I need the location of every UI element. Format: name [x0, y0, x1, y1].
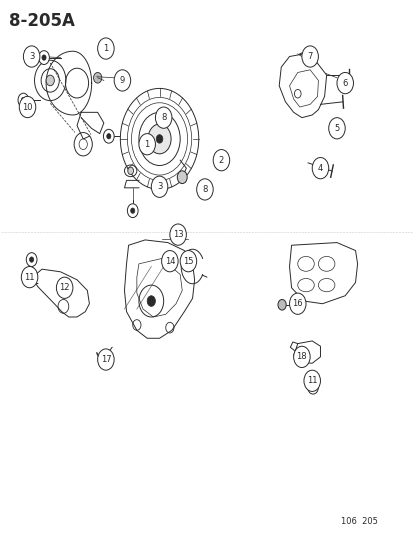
Text: 3: 3 [157, 182, 162, 191]
Text: 14: 14 [164, 257, 175, 265]
Circle shape [46, 75, 54, 86]
Circle shape [21, 98, 25, 103]
Circle shape [155, 107, 171, 128]
Text: 106  205: 106 205 [340, 517, 377, 526]
Text: 18: 18 [296, 352, 306, 361]
Circle shape [103, 130, 114, 143]
Circle shape [151, 176, 167, 197]
Circle shape [19, 96, 36, 118]
Circle shape [310, 384, 314, 390]
Text: 10: 10 [22, 102, 33, 111]
Circle shape [289, 293, 305, 314]
Circle shape [169, 224, 186, 245]
Circle shape [97, 349, 114, 370]
Text: 2: 2 [218, 156, 223, 165]
Text: 13: 13 [172, 230, 183, 239]
Circle shape [93, 72, 102, 83]
Text: 5: 5 [334, 124, 339, 133]
Circle shape [147, 124, 171, 154]
Text: 7: 7 [307, 52, 312, 61]
Circle shape [114, 70, 131, 91]
Text: 4: 4 [317, 164, 322, 173]
Text: 8: 8 [202, 185, 207, 194]
Circle shape [131, 208, 135, 213]
Circle shape [26, 253, 37, 266]
Circle shape [293, 346, 309, 368]
Text: 6: 6 [342, 78, 347, 87]
Text: 1: 1 [144, 140, 150, 149]
Circle shape [177, 171, 187, 183]
Text: 17: 17 [100, 355, 111, 364]
Circle shape [213, 150, 229, 171]
Circle shape [307, 380, 318, 394]
Circle shape [18, 93, 28, 107]
Circle shape [301, 46, 318, 67]
Circle shape [42, 55, 46, 60]
Circle shape [311, 158, 328, 179]
Circle shape [38, 51, 49, 64]
Circle shape [107, 134, 111, 139]
Text: 16: 16 [292, 299, 302, 308]
Text: 9: 9 [119, 76, 125, 85]
Text: 11: 11 [24, 273, 35, 281]
Circle shape [336, 72, 353, 94]
Circle shape [128, 167, 133, 174]
Circle shape [56, 277, 73, 298]
Circle shape [21, 266, 38, 288]
Text: 11: 11 [306, 376, 317, 385]
Circle shape [29, 257, 33, 262]
Text: 1: 1 [103, 44, 108, 53]
Text: 15: 15 [183, 257, 193, 265]
Circle shape [139, 134, 155, 155]
Circle shape [127, 204, 138, 217]
Circle shape [23, 46, 40, 67]
Circle shape [161, 251, 178, 272]
Circle shape [156, 135, 162, 143]
Circle shape [147, 296, 155, 306]
Circle shape [180, 251, 196, 272]
Text: 8-205A: 8-205A [9, 12, 75, 30]
Circle shape [97, 38, 114, 59]
Text: 12: 12 [59, 283, 70, 292]
Circle shape [328, 118, 344, 139]
Circle shape [196, 179, 213, 200]
Text: 3: 3 [29, 52, 34, 61]
Circle shape [303, 370, 320, 391]
Text: 8: 8 [161, 113, 166, 122]
Circle shape [277, 300, 285, 310]
